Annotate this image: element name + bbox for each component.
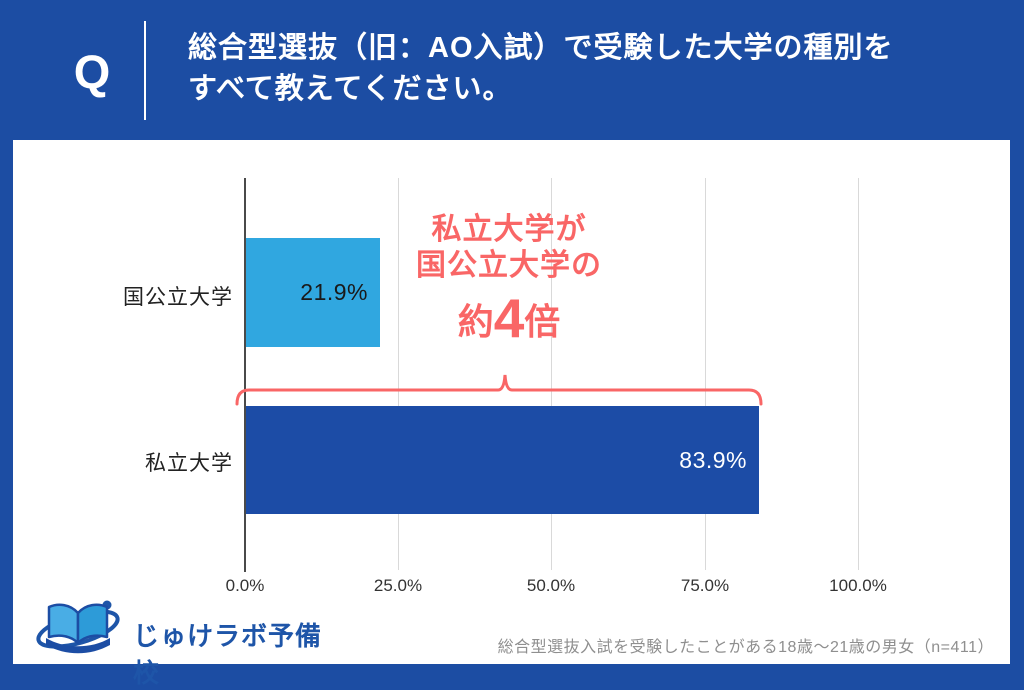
annotation-line-2: 国公立大学の [416, 249, 602, 282]
survey-source-note: 総合型選抜入試を受験したことがある18歳～21歳の男女（n=411） [497, 639, 994, 656]
category-label-national: 国公立大学 [123, 286, 233, 309]
ratio-annotation: 私立大学が 国公立大学の 約4倍 [379, 212, 639, 347]
bar-national-public: 21.9% [246, 238, 380, 347]
question-line-2: すべて教えてください。 [188, 73, 513, 105]
bar-value-national: 21.9% [300, 279, 368, 305]
x-tick-0: 0.0% [225, 576, 265, 595]
x-tick-50: 50.0% [526, 576, 576, 595]
category-label-private: 私立大学 [145, 452, 233, 475]
annotation-line-1: 私立大学が [431, 213, 587, 246]
annotation-line-3: 約4倍 [379, 291, 639, 347]
question-header: Q 総合型選抜（旧：AO入試）で受験した大学の種別を すべて教えてください。 [0, 0, 1024, 140]
brand-logo: じゅけラボ予備校 [33, 596, 333, 688]
bracket-annotation [235, 374, 763, 406]
gridline-75 [705, 178, 706, 570]
x-tick-100: 100.0% [829, 576, 887, 595]
gridline-50 [551, 178, 552, 570]
y-axis-line [244, 178, 246, 572]
x-tick-75: 75.0% [680, 576, 730, 595]
annotation-suffix: 倍 [524, 301, 561, 342]
question-line-1: 総合型選抜（旧：AO入試）で受験した大学の種別を [188, 32, 894, 64]
annotation-number: 4 [493, 287, 525, 349]
book-orbit-logo-icon [36, 600, 120, 654]
annotation-prefix: 約 [457, 301, 494, 342]
header-divider [144, 21, 146, 120]
q-badge: Q [73, 45, 111, 98]
logo-text: じゅけラボ予備校 [133, 621, 323, 688]
gridline-100 [858, 178, 859, 570]
gridline-25 [398, 178, 399, 570]
question-text: 総合型選抜（旧：AO入試）で受験した大学の種別を すべて教えてください。 [188, 28, 894, 110]
chart-card: 国公立大学 私立大学 21.9% 83.9% 0.0% 25.0% 50.0% … [13, 140, 1010, 688]
x-tick-25: 25.0% [373, 576, 423, 595]
bar-private: 83.9% [246, 406, 759, 514]
bar-value-private: 83.9% [679, 446, 747, 473]
